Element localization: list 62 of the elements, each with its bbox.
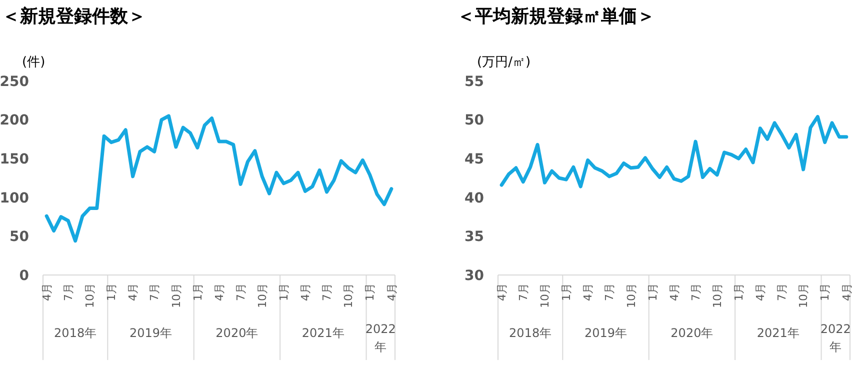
x-tick-label: 10月 bbox=[342, 283, 356, 308]
y-tick-label: 45 bbox=[464, 152, 484, 168]
x-tick-label: 1月 bbox=[278, 283, 291, 301]
x-tick-label: 4月 bbox=[840, 283, 854, 301]
x-tick-label: 4月 bbox=[582, 283, 595, 301]
y-tick-label: 40 bbox=[464, 190, 484, 206]
text: 2020年 bbox=[670, 326, 714, 340]
x-tick-label: 10月 bbox=[170, 283, 183, 308]
x-tick-label: 4月 bbox=[754, 283, 768, 301]
text: 2018年 bbox=[54, 326, 97, 340]
x-tick-label: 10月 bbox=[710, 283, 724, 308]
x-tick-label: 4月 bbox=[668, 283, 681, 301]
y-tick-label: 55 bbox=[464, 74, 484, 90]
x-tick-label: 1月 bbox=[646, 283, 660, 301]
y-tick-label: 150 bbox=[0, 152, 30, 168]
x-tick-label: 10月 bbox=[624, 283, 638, 308]
text: 2020年 bbox=[216, 326, 258, 340]
x-tick-label: 1月 bbox=[818, 283, 832, 301]
x-tick-label: 10月 bbox=[84, 283, 97, 308]
text: 2022年 bbox=[365, 322, 396, 354]
y-tick-label: 30 bbox=[464, 268, 484, 284]
y-tick-label: 250 bbox=[0, 74, 30, 90]
x-tick-label: 7月 bbox=[689, 283, 702, 301]
line-series bbox=[500, 114, 848, 188]
text: 2019年 bbox=[129, 326, 172, 340]
text: 2019年 bbox=[584, 326, 628, 340]
chart-title: ＜新規登録件数＞ bbox=[2, 6, 146, 27]
x-tick-label: 4月 bbox=[40, 283, 54, 301]
x-tick-label: 7月 bbox=[234, 283, 248, 301]
x-tick-label: 10月 bbox=[538, 283, 552, 308]
y-tick-label: 50 bbox=[10, 229, 30, 246]
x-tick-label: 10月 bbox=[797, 283, 810, 308]
x-tick-label: 1月 bbox=[364, 283, 377, 301]
y-axis-title: (万円/㎡) bbox=[477, 55, 531, 70]
y-tick-label: 35 bbox=[464, 229, 484, 246]
y-tick-label: 200 bbox=[0, 112, 30, 129]
x-tick-label: 1月 bbox=[191, 283, 204, 301]
x-tick-label: 4月 bbox=[495, 283, 508, 301]
x-tick-label: 4月 bbox=[385, 283, 398, 301]
y-tick-label: 100 bbox=[0, 190, 30, 206]
x-tick-label: 1月 bbox=[732, 283, 746, 301]
y-tick-label: 50 bbox=[464, 112, 484, 129]
x-tick-label: 7月 bbox=[62, 283, 75, 301]
x-tick-label: 7月 bbox=[603, 283, 616, 301]
x-tick-label: 7月 bbox=[148, 283, 162, 301]
text: 2018年 bbox=[509, 326, 552, 340]
y-tick-label: 0 bbox=[19, 268, 30, 284]
x-tick-label: 4月 bbox=[299, 283, 312, 301]
x-tick-label: 4月 bbox=[212, 283, 226, 301]
x-tick-label: 7月 bbox=[776, 283, 789, 301]
x-tick-label: 1月 bbox=[105, 283, 118, 301]
y-axis-title: (件) bbox=[22, 55, 46, 70]
x-tick-label: 7月 bbox=[320, 283, 334, 301]
line-series bbox=[44, 114, 394, 243]
text: 2021年 bbox=[756, 326, 800, 340]
x-tick-label: 4月 bbox=[126, 283, 140, 301]
x-tick-label: 7月 bbox=[516, 283, 530, 301]
x-tick-label: 1月 bbox=[560, 283, 574, 301]
x-tick-label: 10月 bbox=[256, 283, 269, 308]
text: 2022年 bbox=[820, 322, 851, 354]
text: 2021年 bbox=[302, 326, 344, 340]
chart-title: ＜平均新規登録㎡単価＞ bbox=[457, 6, 655, 27]
